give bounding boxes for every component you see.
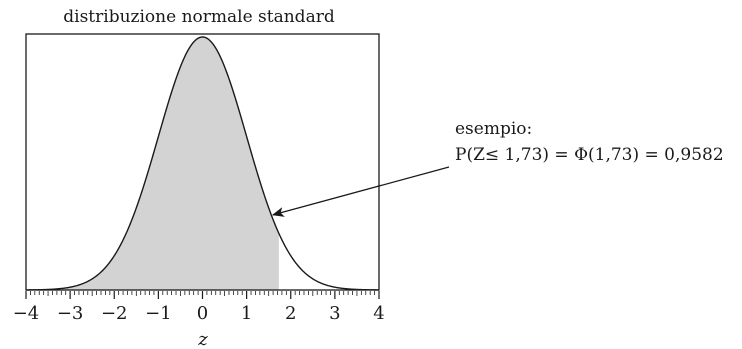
x-tick-label: −2 — [101, 303, 128, 324]
x-tick-label: 0 — [197, 303, 208, 324]
plot-area — [25, 33, 380, 291]
plot-frame — [25, 33, 380, 291]
annotation-line2: P(Z≤ 1,73) = Φ(1,73) = 0,9582 — [455, 145, 724, 165]
x-tick-label: 2 — [285, 303, 296, 324]
x-tick-label: 1 — [241, 303, 252, 324]
density-curve — [25, 36, 380, 291]
x-tick-label: −1 — [145, 303, 172, 324]
annotation-arrow — [271, 166, 450, 217]
x-tick-label: −3 — [57, 303, 84, 324]
x-axis-label: z — [197, 329, 208, 349]
shaded-area — [26, 37, 279, 291]
x-tick-label: −4 — [13, 303, 40, 324]
x-tick-label: 3 — [329, 303, 340, 324]
x-axis-ticks — [25, 291, 380, 299]
chart-title: distribuzione normale standard — [63, 7, 335, 27]
x-tick-label: 4 — [373, 303, 384, 324]
annotation: esempio: P(Z≤ 1,73) = Φ(1,73) = 0,9582 — [271, 119, 724, 217]
x-axis-tick-labels: −4 −3 −2 −1 0 1 2 3 4 — [13, 303, 385, 324]
annotation-line1: esempio: — [455, 119, 532, 139]
